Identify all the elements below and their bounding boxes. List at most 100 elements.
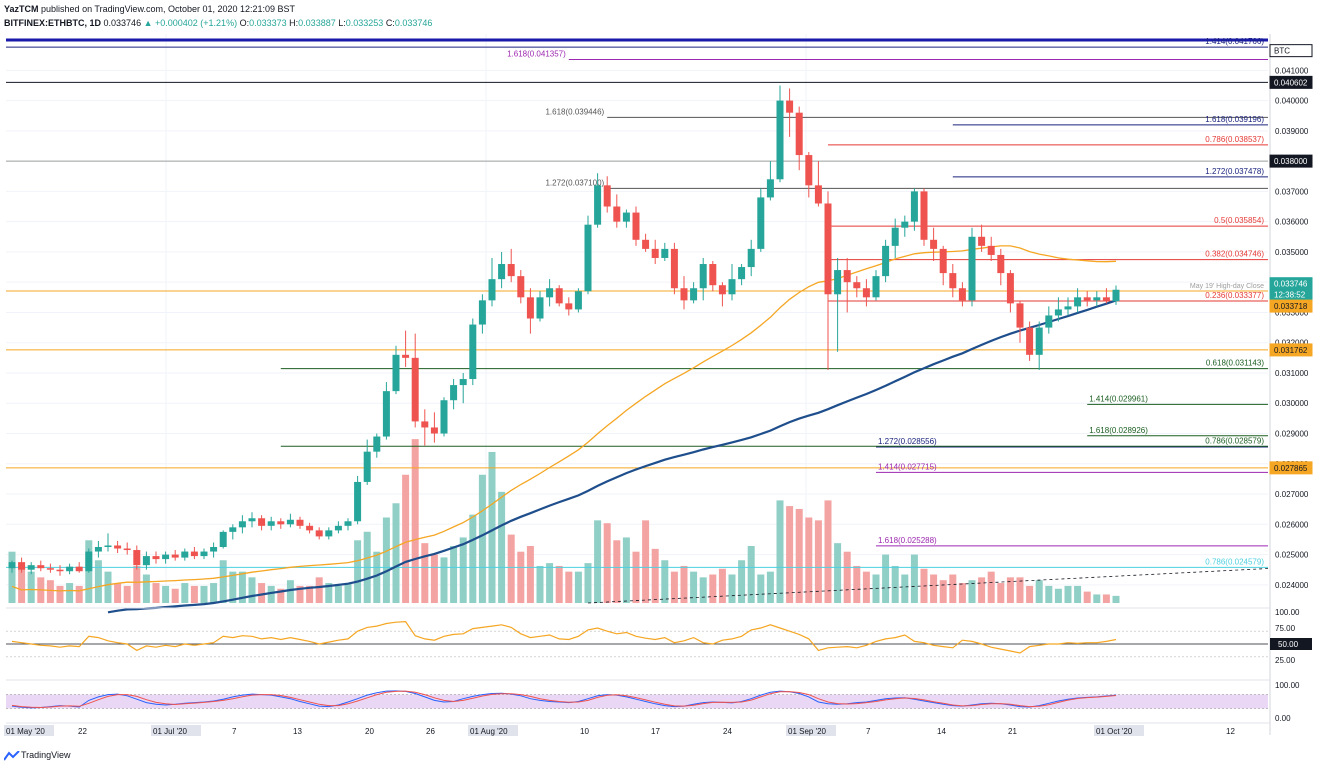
candle-body — [440, 400, 448, 434]
candle-body — [286, 519, 294, 525]
y-tick-label: 0.027000 — [1275, 490, 1309, 499]
candle-body — [613, 206, 621, 222]
candle-body — [469, 324, 477, 380]
price-badge-text: BTC — [1274, 47, 1290, 56]
volume-bar — [238, 571, 246, 603]
fib-level-label: 1.414(0.029961) — [1089, 394, 1148, 403]
volume-bar — [171, 588, 179, 603]
candle-body — [901, 221, 909, 228]
candle-body — [459, 379, 467, 386]
candle-body — [181, 551, 189, 558]
symbol-label[interactable]: BITFINEX:ETHBTC, 1D — [4, 18, 102, 28]
volume-bar — [776, 500, 784, 603]
volume-bar — [200, 585, 208, 603]
candle-body — [910, 191, 918, 222]
volume-bar — [1016, 577, 1024, 603]
candle-body — [651, 248, 659, 258]
fib-level-label: 1.618(0.025288) — [878, 536, 937, 545]
candle-body — [1093, 297, 1101, 301]
volume-bar — [469, 514, 477, 603]
stoch-tick-label: 0.00 — [1275, 714, 1291, 723]
volume-bar — [75, 585, 83, 603]
candle-body — [786, 100, 794, 113]
x-tick-label: 17 — [651, 727, 660, 736]
y-tick-label: 0.037000 — [1275, 187, 1309, 196]
volume-bar — [450, 546, 458, 603]
candle-body — [747, 248, 755, 268]
volume-bar — [8, 551, 16, 603]
candle-body — [66, 566, 74, 572]
candle-body — [238, 521, 246, 528]
volume-bar — [805, 517, 813, 603]
volume-bar — [738, 560, 746, 603]
volume-bar — [267, 585, 275, 603]
candle-body — [882, 245, 890, 277]
fib-level-label: 1.618(0.041357) — [507, 50, 566, 59]
volume-bar — [997, 583, 1005, 603]
candle-body — [1006, 273, 1014, 304]
low-label: L: — [338, 18, 346, 28]
candle-body — [27, 565, 35, 570]
candle-body — [450, 385, 458, 401]
x-tick-label: 22 — [78, 727, 87, 736]
volume-bar — [526, 546, 534, 603]
y-tick-label: 0.031000 — [1275, 369, 1309, 378]
y-tick-label: 0.030000 — [1275, 399, 1309, 408]
volume-bar — [162, 585, 170, 603]
candle-body — [565, 303, 573, 310]
tradingview-logo-icon[interactable] — [4, 751, 20, 761]
volume-bar — [987, 571, 995, 603]
y-tick-label: 0.039000 — [1275, 127, 1309, 136]
candle-body — [1035, 327, 1043, 355]
candle-body — [843, 270, 851, 283]
publisher-name[interactable]: YazTCM — [4, 4, 39, 14]
candle-body — [200, 551, 208, 557]
candle-body — [978, 236, 986, 246]
volume-bar — [1006, 577, 1014, 603]
open-label: O: — [239, 18, 250, 28]
candle-body — [814, 185, 822, 204]
candle-body — [421, 421, 429, 428]
fib-level-label: 1.272(0.037100) — [545, 178, 604, 187]
trend-dashed-line — [587, 568, 1269, 604]
volume-bar — [968, 580, 976, 603]
candle-body — [152, 556, 160, 560]
candle-body — [958, 288, 966, 301]
candle-body — [382, 391, 390, 437]
tradingview-brand[interactable]: TradingView — [21, 750, 71, 760]
x-tick-label: 21 — [1008, 727, 1017, 736]
rsi-badge-text: 50.00 — [1278, 640, 1299, 649]
price-badge-text: 0.033746 — [1274, 280, 1308, 289]
volume-bar — [1035, 580, 1043, 603]
volume-bar — [1064, 585, 1072, 603]
volume-bar — [747, 546, 755, 603]
candle-body — [555, 288, 563, 304]
candle-body — [834, 270, 842, 295]
candle-body — [114, 545, 122, 549]
candle-body — [997, 254, 1005, 274]
candle-body — [622, 212, 630, 222]
candle-body — [862, 288, 870, 298]
fib-level-label: 1.414(0.027715) — [878, 462, 937, 471]
time-label-box — [151, 725, 201, 736]
volume-bar — [66, 583, 74, 603]
candle-body — [968, 236, 976, 301]
volume-bar — [882, 554, 890, 603]
candle-body — [18, 562, 26, 570]
volume-bar — [181, 583, 189, 603]
y-tick-label: 0.033000 — [1275, 308, 1309, 317]
volume-bar — [46, 580, 54, 603]
candle-body — [133, 550, 141, 566]
annotation-label: May 19' High-day Close — [1190, 283, 1264, 290]
change-value: ▲ +0.000402 (+1.21%) — [143, 18, 238, 28]
candle-body — [853, 282, 861, 289]
candle-body — [574, 291, 582, 310]
moving-average-blue-line — [107, 299, 1117, 614]
fib-level-label: 0.786(0.038537) — [1205, 135, 1264, 144]
candle-body — [872, 276, 880, 298]
rsi-tick-label: 25.00 — [1275, 656, 1296, 665]
stoch-tick-label: 100.00 — [1275, 681, 1300, 690]
time-label-box — [468, 725, 518, 736]
price-badge — [1269, 461, 1313, 475]
